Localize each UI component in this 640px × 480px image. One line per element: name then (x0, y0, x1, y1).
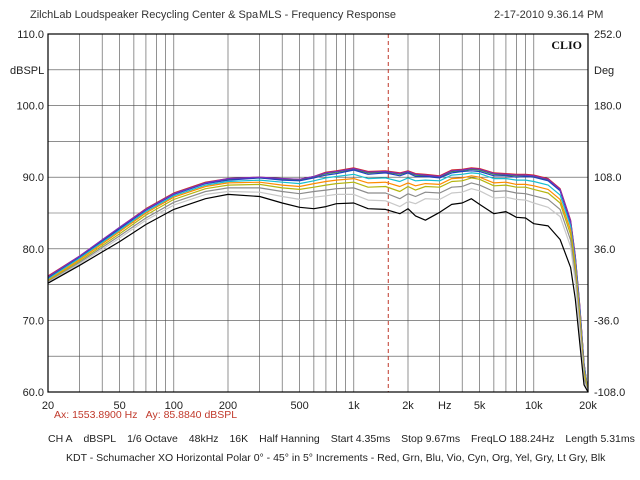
x-tick-label: 100 (165, 400, 183, 412)
param-channel: CH A (48, 433, 73, 445)
y-right-tick-label: 36.0 (594, 244, 615, 256)
y-right-tick-label: 252.0 (594, 29, 622, 41)
series-line-2 (47, 168, 589, 393)
tick-labels: 110.0 100.0 90.0 80.0 70.0 60.0 dBSPL 252.0 180.… (10, 29, 625, 412)
frequency-response-chart: 110.0 100.0 90.0 80.0 70.0 60.0 dBSPL 252.0 180.… (10, 29, 625, 412)
x-tick-label: 20 (42, 400, 54, 412)
clio-badge-bg (546, 37, 584, 52)
cursor-readout: Ax: 1553.8900 Hz Ay: 85.8840 dBSPL (54, 409, 237, 421)
series-line-5 (47, 172, 589, 393)
param-freqlo: FreqLO 188.24Hz (471, 433, 555, 445)
axes (47, 33, 589, 393)
measurement-params: CH A dBSPL 1/6 Octave 48kHz 16K Half Han… (48, 433, 635, 445)
cursor-y-readout: Ay: 85.8840 dBSPL (145, 409, 238, 421)
param-start: Start 4.35ms (330, 433, 391, 445)
chart-caption: KDT - Schumacher XO Horizontal Polar 0° … (66, 452, 606, 464)
series-line-9 (47, 188, 589, 393)
x-axis-unit: Hz (438, 400, 451, 412)
param-rate: 48kHz (188, 433, 219, 445)
y-tick-label: 60.0 (23, 387, 44, 399)
param-smoothing: 1/6 Octave (127, 433, 178, 445)
y-right-tick-label: 180.0 (594, 101, 622, 113)
series-line-6 (47, 175, 589, 393)
param-length: Length 5.31ms (565, 433, 635, 445)
x-tick-label: 500 (290, 400, 308, 412)
y-tick-label: 110.0 (17, 29, 44, 41)
y-axis-unit-left: dBSPL (10, 65, 44, 77)
param-window: Half Hanning (259, 433, 320, 445)
app-title: ZilchLab Loudspeaker Recycling Center & … (30, 9, 259, 21)
y-tick-label: 90.0 (23, 172, 44, 184)
param-stop: Stop 9.67ms (401, 433, 461, 445)
series-line-3 (47, 169, 589, 393)
y-right-tick-label: -108.0 (594, 387, 625, 399)
y-tick-label: 80.0 (23, 244, 44, 256)
series-line-8 (47, 182, 589, 393)
grid (48, 34, 588, 392)
y-tick-label: 100.0 (16, 101, 44, 113)
y-tick-label: 70.0 (23, 315, 44, 327)
param-size: 16K (229, 433, 249, 445)
measurement-title: MLS - Frequency Response (259, 9, 396, 21)
x-tick-label: 50 (114, 400, 126, 412)
y-axis-unit-right: Deg (594, 65, 614, 77)
y-right-tick-label: 108.0 (594, 172, 622, 184)
timestamp: 2-17-2010 9.36.14 PM (494, 9, 604, 21)
y-right-tick-label: -36.0 (594, 315, 619, 327)
cursor-x-readout: Ax: 1553.8900 Hz (54, 409, 138, 421)
x-tick-label: 1k (348, 400, 360, 412)
series-line-10 (47, 193, 589, 393)
x-tick-label: 10k (525, 400, 543, 412)
x-tick-label: 2k (402, 400, 414, 412)
param-unit: dBSPL (83, 433, 117, 445)
x-tick-label: 200 (219, 400, 237, 412)
x-tick-label: 5k (474, 400, 486, 412)
x-tick-label: 20k (579, 400, 597, 412)
series-line-4 (47, 168, 589, 393)
plot-frame (47, 33, 589, 393)
series-group (47, 167, 589, 393)
series-line-7 (47, 177, 589, 393)
clio-badge: CLIO (551, 38, 582, 52)
